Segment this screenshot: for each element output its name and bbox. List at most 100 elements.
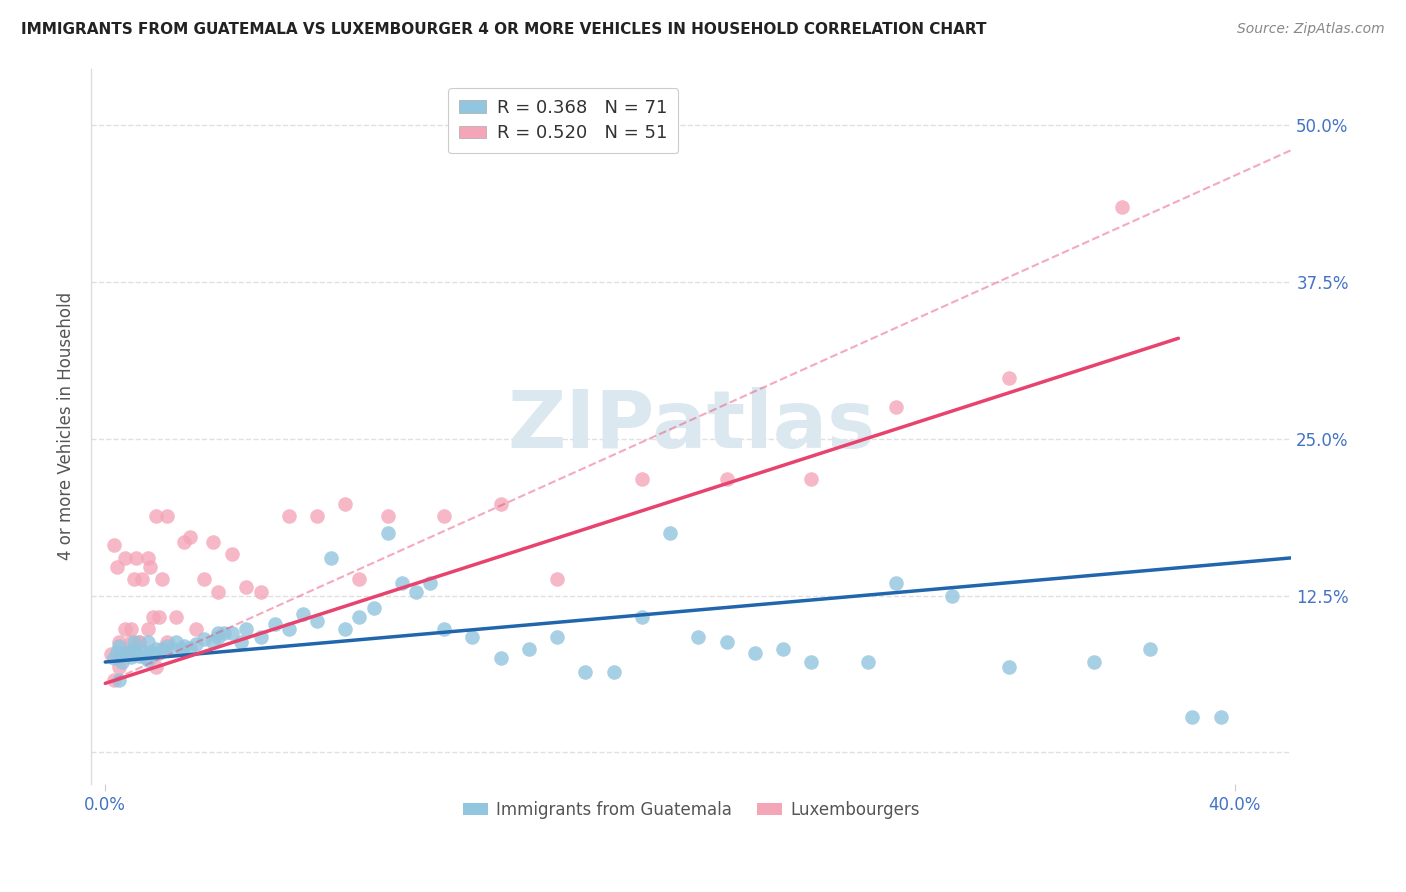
Point: [122, 642, 145, 657]
Point: [630, 610, 652, 624]
Point: [546, 630, 568, 644]
Point: [377, 509, 399, 524]
Point: [574, 665, 596, 679]
Point: [184, 623, 207, 637]
Point: [136, 550, 159, 565]
Point: [307, 509, 329, 524]
Point: [111, 655, 134, 669]
Point: [111, 648, 134, 662]
Point: [221, 626, 243, 640]
Point: [125, 646, 148, 660]
Point: [277, 623, 299, 637]
Point: [117, 645, 139, 659]
Point: [173, 639, 195, 653]
Point: [249, 630, 271, 644]
Point: [249, 584, 271, 599]
Point: [349, 610, 371, 624]
Point: [221, 547, 243, 561]
Point: [207, 630, 229, 644]
Point: [772, 642, 794, 657]
Point: [229, 635, 252, 649]
Point: [103, 673, 125, 687]
Point: [291, 607, 314, 622]
Text: IMMIGRANTS FROM GUATEMALA VS LUXEMBOURGER 4 OR MORE VEHICLES IN HOUSEHOLD CORREL: IMMIGRANTS FROM GUATEMALA VS LUXEMBOURGE…: [21, 22, 987, 37]
Point: [173, 534, 195, 549]
Point: [1111, 200, 1133, 214]
Point: [405, 584, 427, 599]
Point: [419, 576, 441, 591]
Point: [150, 642, 173, 657]
Point: [207, 584, 229, 599]
Point: [108, 673, 131, 687]
Point: [120, 623, 142, 637]
Point: [201, 534, 224, 549]
Point: [184, 637, 207, 651]
Point: [122, 572, 145, 586]
Point: [108, 639, 131, 653]
Point: [1139, 642, 1161, 657]
Point: [165, 635, 187, 649]
Point: [108, 635, 131, 649]
Point: [150, 572, 173, 586]
Y-axis label: 4 or more Vehicles in Household: 4 or more Vehicles in Household: [58, 292, 75, 560]
Point: [335, 497, 357, 511]
Point: [391, 576, 413, 591]
Point: [114, 550, 136, 565]
Point: [142, 648, 165, 662]
Point: [716, 472, 738, 486]
Point: [1209, 710, 1232, 724]
Point: [201, 635, 224, 649]
Point: [170, 642, 193, 657]
Point: [103, 651, 125, 665]
Point: [800, 472, 823, 486]
Point: [335, 623, 357, 637]
Point: [145, 642, 167, 657]
Point: [100, 648, 122, 662]
Point: [433, 623, 456, 637]
Point: [744, 646, 766, 660]
Point: [688, 630, 710, 644]
Point: [117, 648, 139, 662]
Point: [659, 525, 682, 540]
Point: [139, 645, 162, 659]
Point: [235, 623, 257, 637]
Point: [148, 610, 170, 624]
Point: [114, 623, 136, 637]
Point: [156, 639, 179, 653]
Point: [1181, 710, 1204, 724]
Point: [165, 610, 187, 624]
Point: [134, 650, 156, 665]
Point: [139, 559, 162, 574]
Point: [856, 655, 879, 669]
Point: [142, 610, 165, 624]
Point: [114, 648, 136, 662]
Point: [461, 630, 484, 644]
Point: [489, 651, 512, 665]
Point: [162, 642, 184, 657]
Point: [136, 623, 159, 637]
Point: [277, 509, 299, 524]
Text: ZIPatlas: ZIPatlas: [508, 387, 876, 465]
Point: [602, 665, 624, 679]
Point: [321, 550, 343, 565]
Point: [349, 572, 371, 586]
Point: [105, 645, 128, 659]
Text: Source: ZipAtlas.com: Source: ZipAtlas.com: [1237, 22, 1385, 37]
Point: [136, 652, 159, 666]
Point: [941, 589, 963, 603]
Point: [884, 576, 907, 591]
Point: [156, 509, 179, 524]
Point: [517, 642, 540, 657]
Point: [103, 538, 125, 552]
Point: [128, 635, 150, 649]
Point: [212, 626, 235, 640]
Point: [122, 635, 145, 649]
Point: [546, 572, 568, 586]
Point: [131, 572, 153, 586]
Point: [193, 632, 215, 647]
Point: [630, 472, 652, 486]
Point: [179, 530, 201, 544]
Point: [235, 580, 257, 594]
Point: [120, 635, 142, 649]
Point: [136, 635, 159, 649]
